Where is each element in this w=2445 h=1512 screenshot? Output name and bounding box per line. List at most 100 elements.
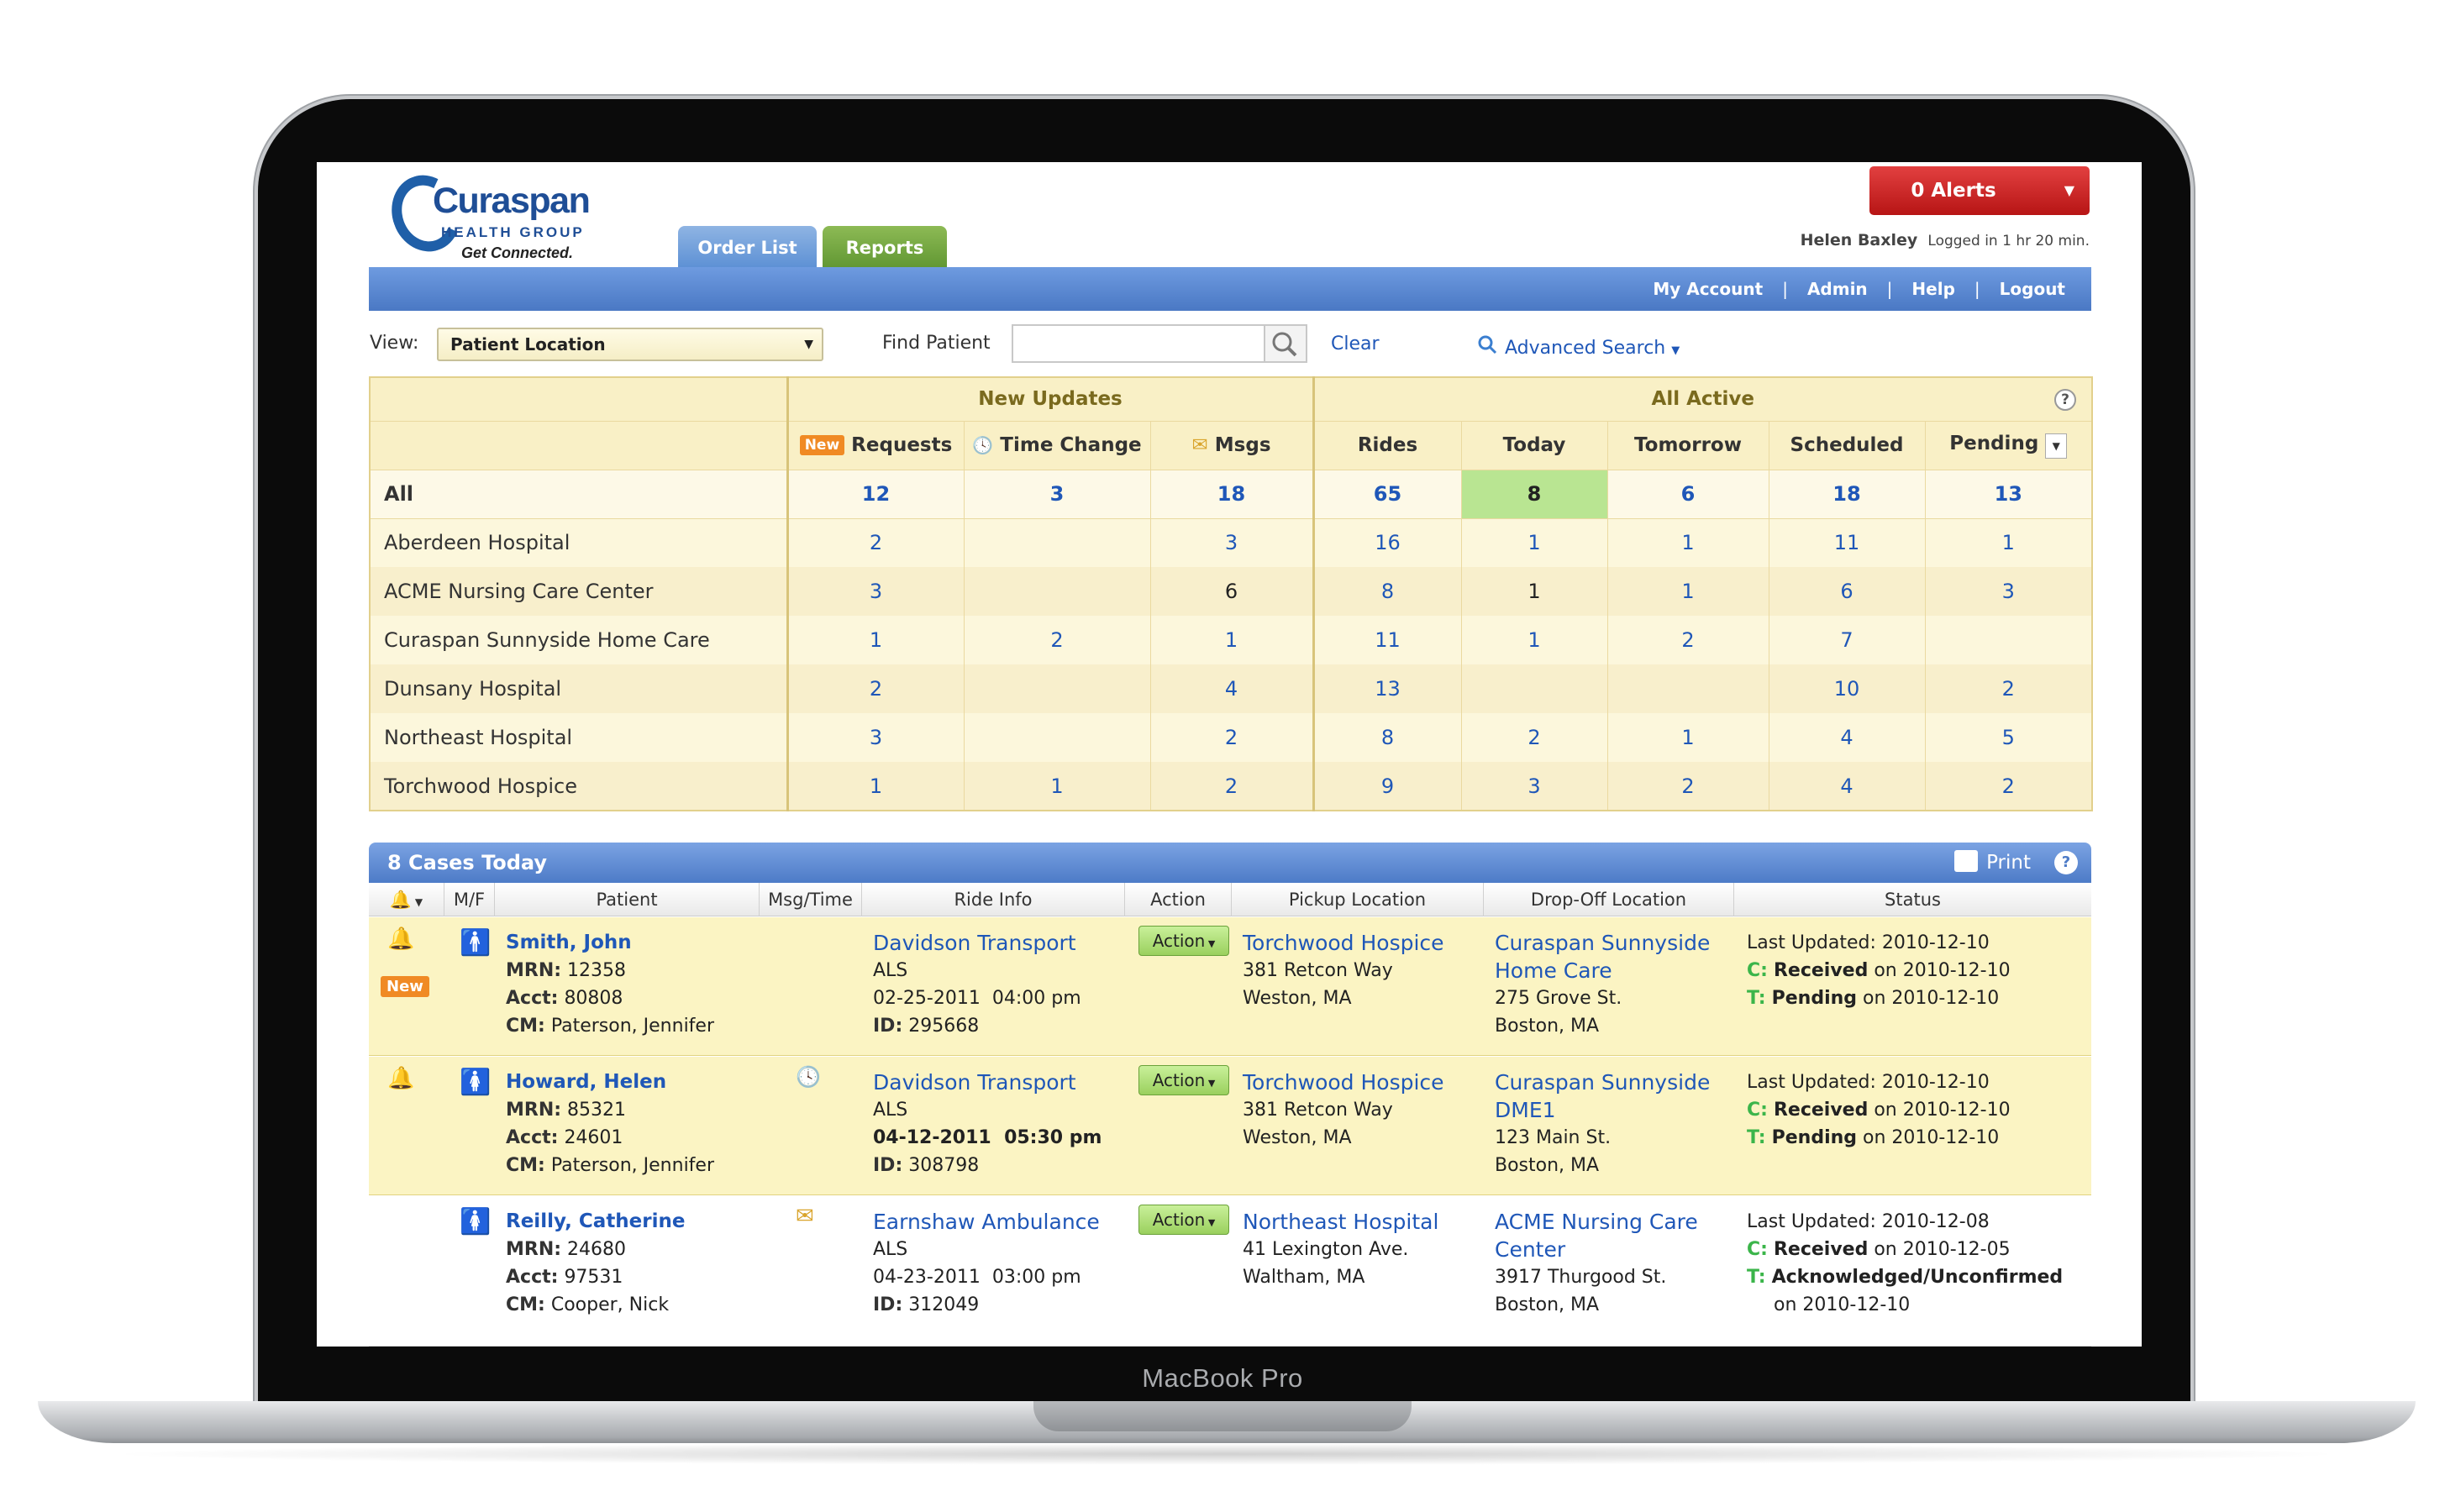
pickup-name-link[interactable]: Torchwood Hospice bbox=[1243, 931, 1444, 955]
summary-count[interactable]: 10 bbox=[1769, 664, 1926, 713]
summary-count[interactable]: 1 bbox=[1461, 518, 1608, 567]
summary-count[interactable]: 1 bbox=[1461, 616, 1608, 664]
column-header-pending[interactable]: Pending ▼ bbox=[1925, 420, 2093, 470]
summary-count[interactable]: 3 bbox=[1925, 567, 2093, 616]
summary-count[interactable] bbox=[1925, 616, 2093, 664]
summary-count[interactable]: 1 bbox=[1925, 518, 2093, 567]
summary-count[interactable]: 3 bbox=[1461, 762, 1608, 811]
summary-count[interactable]: 13 bbox=[1925, 469, 2093, 519]
bell-icon[interactable]: 🔔 bbox=[387, 1066, 415, 1091]
summary-count[interactable] bbox=[964, 664, 1151, 713]
summary-count[interactable]: 1 bbox=[1150, 616, 1315, 664]
ride-company-link[interactable]: Davidson Transport bbox=[873, 1070, 1076, 1095]
summary-count[interactable]: 1 bbox=[1607, 567, 1769, 616]
summary-count[interactable] bbox=[964, 518, 1151, 567]
summary-count[interactable]: 2 bbox=[1925, 664, 2093, 713]
summary-count[interactable]: 2 bbox=[1607, 616, 1769, 664]
summary-count[interactable] bbox=[1607, 664, 1769, 713]
summary-count[interactable]: 11 bbox=[1769, 518, 1926, 567]
summary-count[interactable]: 5 bbox=[1925, 713, 2093, 762]
nav-logout[interactable]: Logout bbox=[1999, 279, 2065, 299]
tab-order-list[interactable]: Order List bbox=[678, 226, 817, 270]
help-icon[interactable]: ? bbox=[2054, 389, 2077, 411]
action-dropdown[interactable]: Action ▼ bbox=[1138, 926, 1229, 956]
alerts-button[interactable]: 0 Alerts ▼ bbox=[1869, 166, 2090, 215]
summary-count[interactable]: 4 bbox=[1769, 713, 1926, 762]
column-header-today[interactable]: Today bbox=[1461, 420, 1608, 470]
clock-edit-icon[interactable]: 🕓 bbox=[796, 1065, 821, 1089]
column-header-time-change[interactable]: 🕓 Time Change bbox=[964, 420, 1151, 470]
summary-count[interactable]: 2 bbox=[1150, 713, 1315, 762]
nav-admin[interactable]: Admin bbox=[1806, 279, 1868, 299]
summary-count[interactable]: 2 bbox=[787, 518, 965, 567]
print-button[interactable]: Print bbox=[1954, 843, 2031, 883]
dropoff-name-link[interactable]: Curaspan Sunnyside bbox=[1495, 1070, 1711, 1095]
summary-count[interactable]: 18 bbox=[1150, 469, 1315, 519]
case-row[interactable]: 🔔 New 🚹 Smith, John MRN: 12358 Acct: 808… bbox=[369, 917, 2091, 1056]
summary-count[interactable]: 2 bbox=[1925, 762, 2093, 811]
case-row[interactable]: 🔔 🚺 Howard, Helen MRN: 85321 Acct: 24601… bbox=[369, 1057, 2091, 1195]
action-button[interactable]: Action ▼ bbox=[1138, 926, 1229, 956]
patient-name-link[interactable]: Reilly, Catherine bbox=[506, 1210, 686, 1232]
dropoff-name-link[interactable]: Center bbox=[1495, 1237, 1566, 1262]
dropoff-name-link[interactable]: ACME Nursing Care bbox=[1495, 1210, 1698, 1234]
pickup-name-link[interactable]: Northeast Hospital bbox=[1243, 1210, 1439, 1234]
patient-name-link[interactable]: Smith, John bbox=[506, 932, 632, 953]
action-dropdown[interactable]: Action ▼ bbox=[1138, 1065, 1229, 1095]
summary-count[interactable]: 1 bbox=[1607, 713, 1769, 762]
column-header-mf[interactable]: M/F bbox=[444, 883, 495, 916]
case-row[interactable]: 🚺 Reilly, Catherine MRN: 24680 Acct: 975… bbox=[369, 1196, 2091, 1347]
help-icon[interactable]: ? bbox=[2054, 851, 2078, 874]
summary-count[interactable]: 18 bbox=[1769, 469, 1926, 519]
envelope-icon[interactable]: ✉ bbox=[796, 1204, 814, 1229]
dropoff-name-link[interactable]: DME1 bbox=[1495, 1098, 1556, 1122]
summary-count[interactable]: 6 bbox=[1769, 567, 1926, 616]
chevron-down-icon[interactable]: ▼ bbox=[2045, 433, 2068, 459]
column-header-requests[interactable]: New Requests bbox=[787, 420, 965, 470]
summary-count[interactable]: 2 bbox=[1461, 713, 1608, 762]
find-patient-input[interactable] bbox=[1012, 324, 1265, 363]
summary-count[interactable]: 2 bbox=[1607, 762, 1769, 811]
tab-reports[interactable]: Reports bbox=[823, 226, 947, 270]
column-header-status[interactable]: Status bbox=[1885, 890, 1941, 910]
summary-count[interactable]: 9 bbox=[1313, 762, 1462, 811]
summary-count[interactable]: 6 bbox=[1607, 469, 1769, 519]
bell-icon[interactable]: 🔔 bbox=[387, 927, 415, 952]
summary-count[interactable]: 1 bbox=[787, 762, 965, 811]
alert-filter-column[interactable]: 🔔 ▼ bbox=[369, 883, 444, 916]
summary-count[interactable] bbox=[964, 713, 1151, 762]
column-header-ride-info[interactable]: Ride Info bbox=[862, 883, 1125, 916]
summary-count[interactable]: 16 bbox=[1313, 518, 1462, 567]
column-header-scheduled[interactable]: Scheduled bbox=[1769, 420, 1926, 470]
summary-count[interactable]: 2 bbox=[1150, 762, 1315, 811]
clear-link[interactable]: Clear bbox=[1331, 333, 1380, 354]
search-button[interactable] bbox=[1265, 324, 1307, 363]
summary-count[interactable] bbox=[964, 567, 1151, 616]
action-dropdown[interactable]: Action ▼ bbox=[1138, 1205, 1229, 1235]
summary-count[interactable]: 2 bbox=[787, 664, 965, 713]
column-header-msgs[interactable]: ✉ Msgs bbox=[1150, 420, 1315, 470]
column-header-dropoff[interactable]: Drop-Off Location bbox=[1484, 883, 1734, 916]
column-header-pickup[interactable]: Pickup Location bbox=[1232, 883, 1484, 916]
view-select[interactable]: Patient Location ▼ bbox=[437, 328, 823, 361]
ride-company-link[interactable]: Earnshaw Ambulance bbox=[873, 1210, 1100, 1234]
column-header-action[interactable]: Action bbox=[1125, 883, 1232, 916]
action-button[interactable]: Action ▼ bbox=[1138, 1065, 1229, 1095]
summary-count[interactable]: 12 bbox=[787, 469, 965, 519]
summary-count[interactable]: 3 bbox=[964, 469, 1151, 519]
advanced-search-link[interactable]: Advanced Search ▼ bbox=[1476, 333, 1680, 359]
nav-my-account[interactable]: My Account bbox=[1653, 279, 1764, 299]
action-button[interactable]: Action ▼ bbox=[1138, 1205, 1229, 1235]
summary-count[interactable]: 8 bbox=[1313, 713, 1462, 762]
ride-company-link[interactable]: Davidson Transport bbox=[873, 931, 1076, 955]
summary-count[interactable]: 3 bbox=[1150, 518, 1315, 567]
nav-help[interactable]: Help bbox=[1911, 279, 1955, 299]
summary-count[interactable]: 2 bbox=[964, 616, 1151, 664]
summary-count[interactable]: 1 bbox=[964, 762, 1151, 811]
summary-count[interactable]: 11 bbox=[1313, 616, 1462, 664]
pickup-name-link[interactable]: Torchwood Hospice bbox=[1243, 1070, 1444, 1095]
column-header-tomorrow[interactable]: Tomorrow bbox=[1607, 420, 1769, 470]
summary-count[interactable]: 4 bbox=[1769, 762, 1926, 811]
column-header-msg-time[interactable]: Msg/Time bbox=[760, 883, 862, 916]
summary-count-today-selected[interactable]: 8 bbox=[1461, 469, 1608, 519]
